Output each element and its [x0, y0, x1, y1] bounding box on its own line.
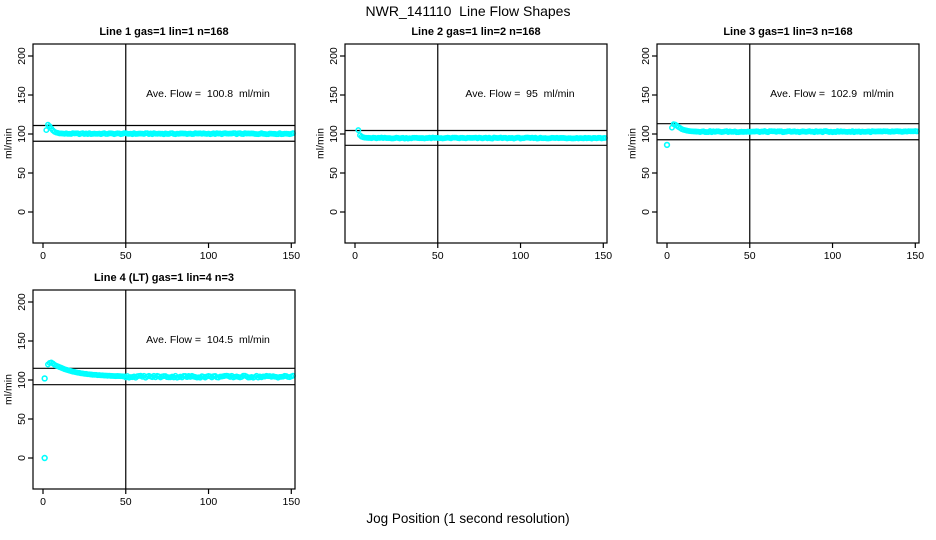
- svg-text:200: 200: [640, 47, 652, 65]
- svg-text:150: 150: [16, 86, 28, 104]
- svg-text:100: 100: [512, 250, 530, 262]
- panel-line-1: 0 50 100 150 0 50 100 150 200 Line 1 gas=1 lin=1…: [0, 18, 312, 264]
- svg-text:100: 100: [328, 125, 340, 143]
- line-4-plot-canvas: 0 50 100 150 0 50 100 150 200: [16, 289, 301, 508]
- line-2-plot-canvas: 0 50 100 150 0 50 100 150 200: [328, 43, 613, 262]
- line-2-ave-flow-annotation: Ave. Flow = 95 ml/min: [465, 88, 575, 100]
- line-3-ave-flow-annotation: Ave. Flow = 102.9 ml/min: [770, 88, 894, 100]
- line-1-ave-flow-annotation: Ave. Flow = 100.8 ml/min: [146, 88, 270, 100]
- line-2-plot-title: Line 2 gas=1 lin=2 n=168: [411, 26, 541, 38]
- line-3-plot-title: Line 3 gas=1 lin=3 n=168: [723, 26, 853, 38]
- svg-text:150: 150: [640, 86, 652, 104]
- line-1-y-axis-label: ml/min: [2, 128, 15, 159]
- svg-text:50: 50: [432, 250, 444, 262]
- svg-text:200: 200: [16, 47, 28, 65]
- svg-text:100: 100: [200, 496, 218, 508]
- svg-text:100: 100: [16, 125, 28, 143]
- svg-text:0: 0: [16, 209, 28, 215]
- svg-text:150: 150: [907, 250, 925, 262]
- svg-text:150: 150: [595, 250, 613, 262]
- x-axis-label: Jog Position (1 second resolution): [366, 511, 570, 526]
- line-3-plot-canvas: 0 50 100 150 0 50 100 150 200: [640, 43, 925, 262]
- panel-line-3: 0 50 100 150 0 50 100 150 200 Line 3 gas=1 lin=3…: [624, 18, 936, 264]
- svg-text:0: 0: [640, 209, 652, 215]
- svg-text:150: 150: [16, 332, 28, 350]
- line-4-ave-flow-annotation: Ave. Flow = 104.5 ml/min: [146, 334, 270, 346]
- svg-text:0: 0: [328, 209, 340, 215]
- svg-text:50: 50: [16, 413, 28, 425]
- line-4-y-axis-label: ml/min: [2, 374, 15, 405]
- svg-text:150: 150: [283, 496, 301, 508]
- line-1-plot-canvas: 0 50 100 150 0 50 100 150 200: [16, 43, 301, 262]
- page-title: NWR_141110 Line Flow Shapes: [365, 3, 571, 19]
- svg-text:0: 0: [16, 455, 28, 461]
- svg-text:0: 0: [352, 250, 358, 262]
- svg-text:100: 100: [200, 250, 218, 262]
- svg-text:50: 50: [640, 167, 652, 179]
- svg-text:150: 150: [328, 86, 340, 104]
- svg-text:0: 0: [40, 496, 46, 508]
- svg-text:100: 100: [16, 371, 28, 389]
- line-3-y-axis-label: ml/min: [626, 128, 639, 159]
- svg-text:50: 50: [120, 496, 132, 508]
- svg-text:200: 200: [16, 293, 28, 311]
- svg-text:0: 0: [664, 250, 670, 262]
- svg-text:150: 150: [283, 250, 301, 262]
- svg-text:0: 0: [40, 250, 46, 262]
- line-4-plot-title: Line 4 (LT) gas=1 lin=4 n=3: [93, 272, 235, 284]
- svg-text:50: 50: [16, 167, 28, 179]
- svg-text:50: 50: [328, 167, 340, 179]
- svg-text:50: 50: [744, 250, 756, 262]
- panel-line-4: 0 50 100 150 0 50 100 150 200 Line 4 (LT) gas=1 …: [0, 264, 312, 510]
- line-1-plot-title: Line 1 gas=1 lin=1 n=168: [99, 26, 229, 38]
- svg-text:100: 100: [824, 250, 842, 262]
- svg-text:50: 50: [120, 250, 132, 262]
- line-2-y-axis-label: ml/min: [314, 128, 327, 159]
- panel-line-2: 0 50 100 150 0 50 100 150 200 Line 2 gas=1 lin=2…: [312, 18, 624, 264]
- svg-text:100: 100: [640, 125, 652, 143]
- svg-text:200: 200: [328, 47, 340, 65]
